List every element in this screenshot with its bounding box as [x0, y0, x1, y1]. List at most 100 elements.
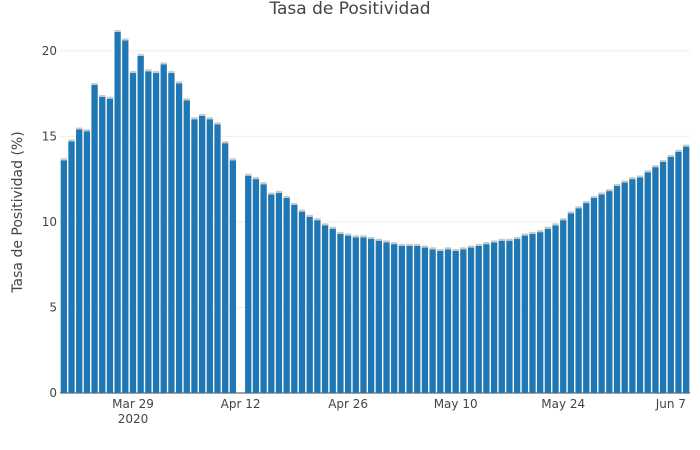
bar-error-cap	[467, 245, 475, 248]
bar-error-cap	[214, 122, 221, 125]
bars	[60, 29, 690, 394]
bar-error-cap	[314, 218, 321, 221]
bar-error-cap	[183, 98, 190, 101]
bar-error-cap	[129, 71, 137, 74]
bar	[283, 197, 290, 393]
bar	[429, 249, 436, 393]
x-tick-label: Jun 7	[655, 397, 686, 411]
bar-error-cap	[506, 238, 513, 241]
bar	[306, 216, 313, 393]
bar-error-cap	[245, 173, 252, 176]
bar	[629, 179, 636, 393]
bar	[444, 249, 452, 393]
bar	[191, 119, 198, 394]
bar-error-cap	[652, 165, 659, 168]
y-tick-label: 10	[42, 215, 57, 229]
bar-error-cap	[475, 243, 482, 246]
bar	[83, 131, 91, 393]
bar	[260, 184, 267, 393]
bar-error-cap	[168, 71, 175, 74]
bar	[575, 208, 582, 393]
bar-error-cap	[222, 141, 229, 144]
bar	[537, 232, 544, 393]
bar	[60, 160, 67, 393]
bar-error-cap	[191, 117, 198, 120]
bar	[421, 247, 429, 393]
bar-error-cap	[383, 240, 390, 243]
bar-error-cap	[490, 240, 498, 243]
bar	[683, 146, 690, 393]
bar-error-cap	[298, 209, 306, 212]
bar	[114, 31, 121, 393]
x-tick-label: May 24	[541, 397, 585, 411]
bar-error-cap	[106, 96, 114, 99]
bar-error-cap	[398, 243, 406, 246]
bar-error-cap	[329, 226, 336, 229]
bar-error-cap	[91, 83, 98, 86]
bar-error-cap	[683, 144, 690, 147]
bar-error-cap	[337, 231, 344, 234]
bar-error-cap	[483, 242, 490, 245]
y-axis-ticks: 0 5 10 15 20	[42, 44, 57, 400]
bar-error-cap	[583, 201, 590, 204]
bar-error-cap	[406, 243, 413, 246]
bar-error-cap	[421, 245, 429, 248]
bar-error-cap	[552, 223, 559, 226]
bar	[106, 98, 114, 394]
bar-error-cap	[606, 189, 613, 192]
bar	[667, 156, 674, 393]
bar	[183, 100, 190, 394]
bar	[529, 233, 536, 393]
bar	[329, 228, 336, 393]
bar-error-cap	[68, 139, 75, 142]
bar-error-cap	[260, 182, 267, 185]
bar-error-cap	[229, 158, 237, 161]
bar	[268, 194, 275, 393]
bar	[398, 245, 406, 393]
chart-title: Tasa de Positividad	[268, 0, 430, 19]
bar-error-cap	[659, 160, 667, 163]
bar	[314, 220, 321, 393]
bar-error-cap	[498, 238, 505, 241]
bar	[383, 242, 390, 393]
x-tick-label: May 10	[434, 397, 478, 411]
bar-error-cap	[560, 218, 567, 221]
bar	[437, 250, 444, 393]
bar-error-cap	[291, 202, 298, 205]
bar-error-cap	[391, 242, 398, 245]
bar	[99, 97, 106, 393]
bar-error-cap	[145, 69, 152, 72]
bar-error-cap	[621, 180, 628, 183]
x-tick-label: Mar 29	[112, 397, 154, 411]
bar	[252, 179, 260, 393]
bar-error-cap	[529, 231, 536, 234]
bar	[560, 220, 567, 393]
bar-error-cap	[437, 248, 444, 251]
bar	[406, 245, 413, 393]
bar	[675, 151, 682, 393]
bar	[368, 239, 375, 393]
bar	[275, 192, 283, 393]
bar	[475, 245, 482, 393]
bar	[621, 182, 628, 393]
bar	[452, 250, 459, 393]
y-tick-label: 20	[42, 44, 57, 58]
bar-error-cap	[567, 211, 575, 214]
bar-error-cap	[60, 158, 67, 161]
bar-error-cap	[636, 175, 644, 178]
bar-error-cap	[99, 95, 106, 97]
bar	[490, 242, 498, 393]
x-tick-year-label: 2020	[118, 412, 149, 426]
bar-error-cap	[352, 235, 359, 238]
bar	[352, 237, 359, 393]
bar-error-cap	[83, 129, 91, 132]
bar-error-cap	[198, 113, 206, 116]
bar-error-cap	[360, 235, 367, 238]
bar	[552, 225, 559, 393]
y-tick-label: 5	[49, 300, 57, 314]
bar-error-cap	[444, 247, 452, 250]
bar	[460, 249, 467, 393]
bar-error-cap	[344, 233, 352, 236]
bar	[68, 141, 75, 393]
